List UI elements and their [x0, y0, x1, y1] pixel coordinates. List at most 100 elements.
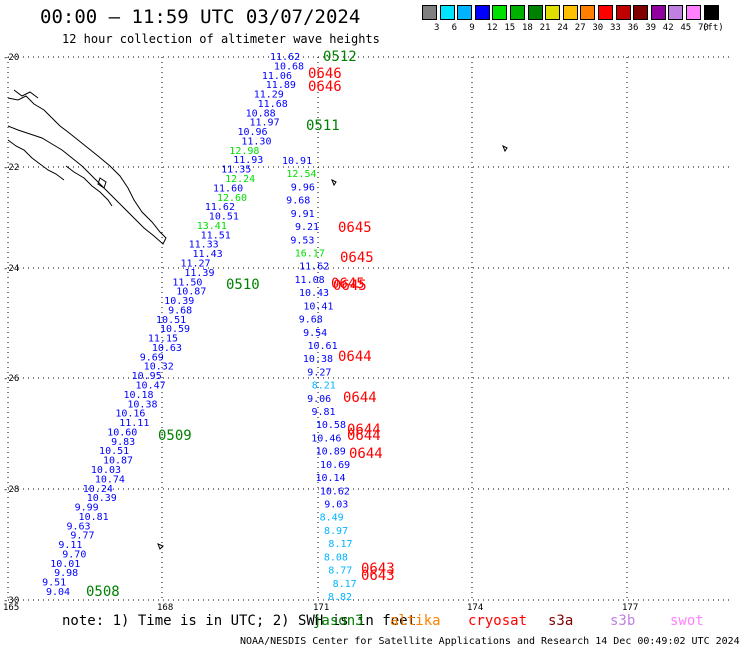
- swh-value: 11.43: [193, 249, 223, 260]
- jason3-time-label: 0512: [323, 49, 357, 65]
- swh-value: 10.89: [316, 447, 346, 458]
- swh-value: 9.83: [111, 437, 135, 448]
- satellite-altika: altika: [390, 613, 441, 629]
- swh-value: 10.43: [299, 288, 329, 299]
- swh-value: 12.24: [225, 174, 255, 185]
- lon-tick-label: 177: [622, 603, 638, 613]
- swh-value: 11.29: [254, 90, 284, 101]
- lat-tick-label: -22: [3, 163, 19, 173]
- swh-value: 9.63: [66, 521, 90, 532]
- cryosat-time-label: 0644: [349, 446, 383, 462]
- swh-value: 10.51: [209, 212, 239, 223]
- swh-value: 8.21: [312, 381, 336, 392]
- satellite-jason3: jason3: [313, 613, 364, 629]
- swh-value: 10.24: [83, 484, 113, 495]
- swh-value: 10.41: [303, 301, 333, 312]
- legend-swatch: [510, 5, 525, 20]
- swh-value: 10.60: [107, 427, 137, 438]
- swh-value: 10.87: [103, 456, 133, 467]
- swh-value: 9.98: [54, 568, 78, 579]
- swh-value: 9.04: [46, 587, 70, 598]
- swh-value: 10.61: [308, 341, 338, 352]
- swh-value: 10.03: [91, 465, 121, 476]
- swh-value: 9.96: [291, 182, 315, 193]
- legend-label: 6: [451, 23, 458, 33]
- swh-value: 10.87: [176, 287, 206, 298]
- swh-value: 11.35: [221, 165, 251, 176]
- swh-value: 10.58: [316, 420, 346, 431]
- legend-swatch: [686, 5, 701, 20]
- swh-value: 9.51: [42, 578, 66, 589]
- cryosat-time-label: 0643: [361, 561, 395, 577]
- swh-value: 8.82: [328, 592, 352, 603]
- cryosat-time-label: 0645: [331, 276, 365, 292]
- swh-value: 12.60: [217, 193, 247, 204]
- footnote: note: 1) Time is in UTC; 2) SWH is in fe…: [62, 613, 417, 629]
- legend-unit: (ft): [702, 23, 724, 33]
- swh-value: 9.27: [307, 367, 331, 378]
- legend-label: 18: [522, 23, 533, 33]
- swh-value: 11.33: [189, 240, 219, 251]
- swh-value: 9.91: [291, 209, 315, 220]
- legend-label: 30: [592, 23, 604, 33]
- swh-value: 10.51: [99, 446, 129, 457]
- swh-value: 11.62: [299, 262, 329, 273]
- swh-value: 10.51: [156, 315, 186, 326]
- lat-tick-label: -30: [3, 596, 19, 606]
- cryosat-time-label: 0644: [343, 390, 377, 406]
- cryosat-time-label: 0646: [308, 66, 342, 82]
- cryosat-time-label: 0643: [361, 568, 395, 584]
- chart-subtitle: 12 hour collection of altimeter wave hei…: [62, 32, 380, 46]
- swh-value: 11.39: [184, 268, 214, 279]
- cryosat-time-label: 0644: [338, 349, 372, 365]
- legend-label: 42: [662, 23, 674, 33]
- swh-value: 10.46: [311, 433, 341, 444]
- swh-value: 10.88: [246, 108, 276, 119]
- legend-label: 24: [557, 23, 569, 33]
- legend-label: 3: [434, 23, 440, 33]
- cryosat-time-label: 0645: [338, 220, 372, 236]
- swh-value: 10.62: [320, 486, 350, 497]
- swh-value: 11.62: [205, 202, 235, 213]
- swh-value: 11.06: [262, 71, 292, 82]
- swh-value: 16.17: [295, 248, 325, 259]
- swh-value: 11.93: [233, 155, 263, 166]
- swh-value: 8.49: [320, 513, 344, 524]
- legend-swatch: [422, 5, 437, 20]
- cryosat-time-label: 0645: [333, 278, 367, 294]
- swh-value: 9.53: [290, 235, 314, 246]
- swh-value: 10.16: [115, 409, 145, 420]
- swh-value: 9.11: [58, 540, 82, 551]
- swh-value: 12.54: [286, 169, 316, 180]
- legend-swatch: [492, 5, 508, 20]
- satellite-s3b: s3b: [610, 613, 636, 629]
- legend-label: 12: [486, 23, 498, 33]
- swh-value: 10.81: [79, 512, 109, 523]
- swh-value: 8.17: [328, 539, 352, 550]
- swh-value: 9.68: [286, 196, 310, 207]
- legend-label: 39: [645, 23, 657, 33]
- legend-swatch: [457, 5, 473, 20]
- swh-value: 9.77: [70, 531, 94, 542]
- legend-label: 9: [469, 23, 475, 33]
- swh-value: 11.30: [241, 136, 271, 147]
- legend-swatch: [598, 5, 613, 20]
- altimeter-track-b: 10.91 12.54 9.96 9.68 9.91 9.21 9.53 16.17 11.62…: [282, 156, 357, 603]
- swh-value: 11.11: [119, 418, 149, 429]
- legend-swatch: [580, 5, 596, 20]
- swh-value: 9.99: [75, 503, 99, 514]
- legend-swatch: [668, 5, 684, 20]
- legend-swatch: [703, 5, 719, 20]
- swh-value: 10.95: [132, 371, 162, 382]
- swh-value: 11.89: [266, 80, 296, 91]
- jason3-time-label: 0510: [226, 277, 260, 293]
- swh-value: 11.08: [295, 275, 325, 286]
- lon-tick-label: 165: [3, 603, 19, 613]
- swh-value: 10.01: [50, 559, 80, 570]
- swh-value: 10.39: [164, 296, 194, 307]
- swh-value: 11.97: [250, 118, 280, 129]
- legend-label: 45: [680, 23, 692, 33]
- lon-tick-label: 174: [467, 603, 483, 613]
- swh-value: 10.18: [123, 390, 153, 401]
